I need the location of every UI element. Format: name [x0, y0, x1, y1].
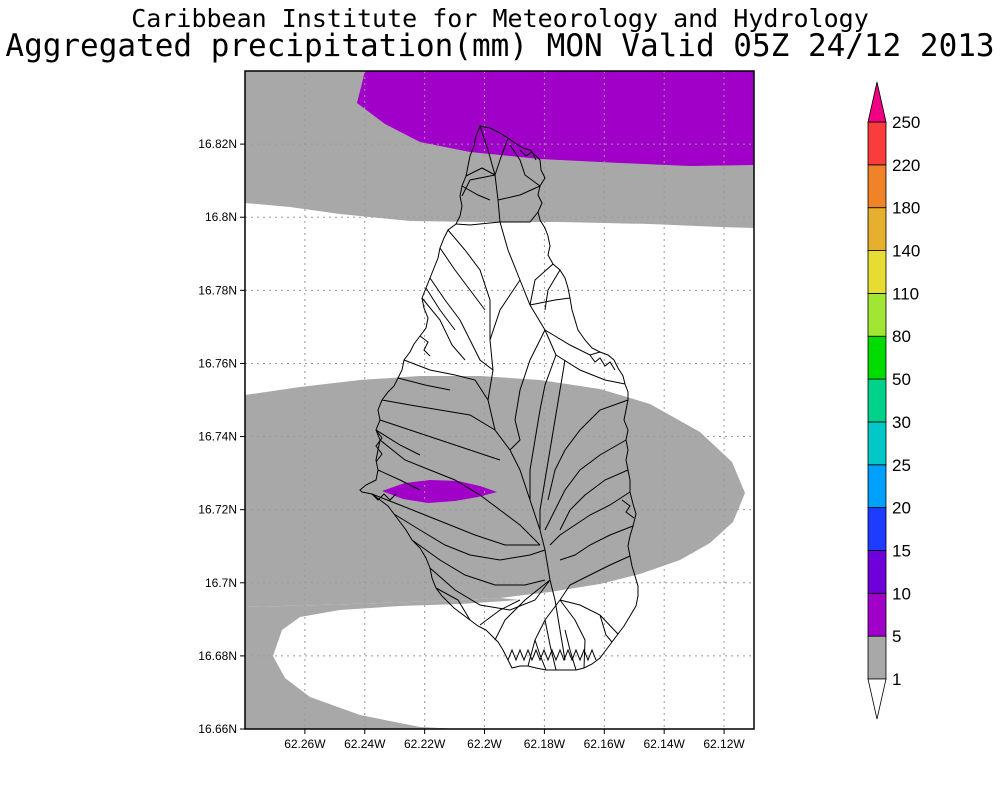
precip-band-north-purple	[357, 71, 754, 166]
colorbar-underflow-triangle	[867, 678, 887, 720]
lat-tick-label: 16.68N	[198, 649, 237, 663]
lat-tick-label: 16.7N	[205, 576, 237, 590]
colorbar-label: 80	[892, 327, 911, 346]
colorbar-label: 140	[892, 242, 920, 261]
colorbar-segment	[867, 292, 887, 337]
colorbar-segment	[867, 464, 887, 509]
colorbar-segment	[867, 250, 887, 294]
lon-tick-label: 62.12W	[703, 737, 745, 751]
lat-tick-label: 16.74N	[198, 430, 237, 444]
colorbar-label: 250	[892, 113, 920, 132]
lon-tick-label: 62.14W	[643, 737, 685, 751]
colorbar-segment	[867, 550, 887, 594]
lon-tick-label: 62.22W	[404, 737, 446, 751]
lon-tick-label: 62.26W	[284, 737, 326, 751]
chart-title-product: Aggregated precipitation(mm) MON Valid 0…	[5, 28, 995, 64]
colorbar-segment	[867, 635, 887, 680]
island-outline	[359, 125, 639, 671]
colorbar-segment	[867, 507, 887, 551]
colorbar-label: 30	[892, 413, 911, 432]
lat-tick-label: 16.66N	[198, 722, 237, 736]
lat-tick-label: 16.72N	[198, 503, 237, 517]
colorbar-label: 15	[892, 541, 911, 560]
colorbar-overflow-triangle	[867, 81, 887, 123]
colorbar-segment	[867, 421, 887, 466]
lat-tick-label: 16.8N	[205, 210, 237, 224]
lon-tick-label: 62.18W	[524, 737, 566, 751]
latitude-axis: 16.66N 16.68N 16.7N 16.72N 16.74N 16.76N 16.78…	[198, 137, 245, 736]
colorbar-segment	[867, 378, 887, 423]
colorbar-label: 25	[892, 456, 911, 475]
chart-title-institute: Caribbean Institute for Meteorology and …	[131, 4, 869, 33]
lat-tick-label: 16.82N	[198, 137, 237, 151]
colorbar-label: 110	[892, 284, 919, 303]
lat-tick-label: 16.78N	[198, 283, 237, 297]
colorbar-segment	[867, 335, 887, 380]
lon-tick-label: 62.24W	[344, 737, 386, 751]
lon-tick-label: 62.16W	[584, 737, 626, 751]
lat-tick-label: 16.76N	[198, 356, 237, 370]
colorbar-label: 20	[892, 499, 911, 518]
colorbar-label: 5	[892, 627, 901, 646]
lon-tick-label: 62.2W	[467, 737, 502, 751]
colorbar-label: 180	[892, 199, 920, 218]
colorbar-label: 1	[892, 670, 901, 689]
longitude-axis: 62.26W 62.24W 62.22W 62.2W 62.18W 62.16W 62.14…	[284, 729, 745, 751]
colorbar-segment	[867, 207, 887, 251]
colorbar-segment	[867, 164, 887, 209]
precip-band-south-gray	[245, 598, 520, 729]
colorbar-label: 10	[892, 584, 911, 603]
colorbar-segment	[867, 121, 887, 166]
map-grid	[245, 71, 754, 729]
colorbar-label: 50	[892, 370, 911, 389]
colorbar-label: 220	[892, 156, 920, 175]
colorbar-segment	[867, 592, 887, 637]
map-frame	[244, 70, 755, 730]
